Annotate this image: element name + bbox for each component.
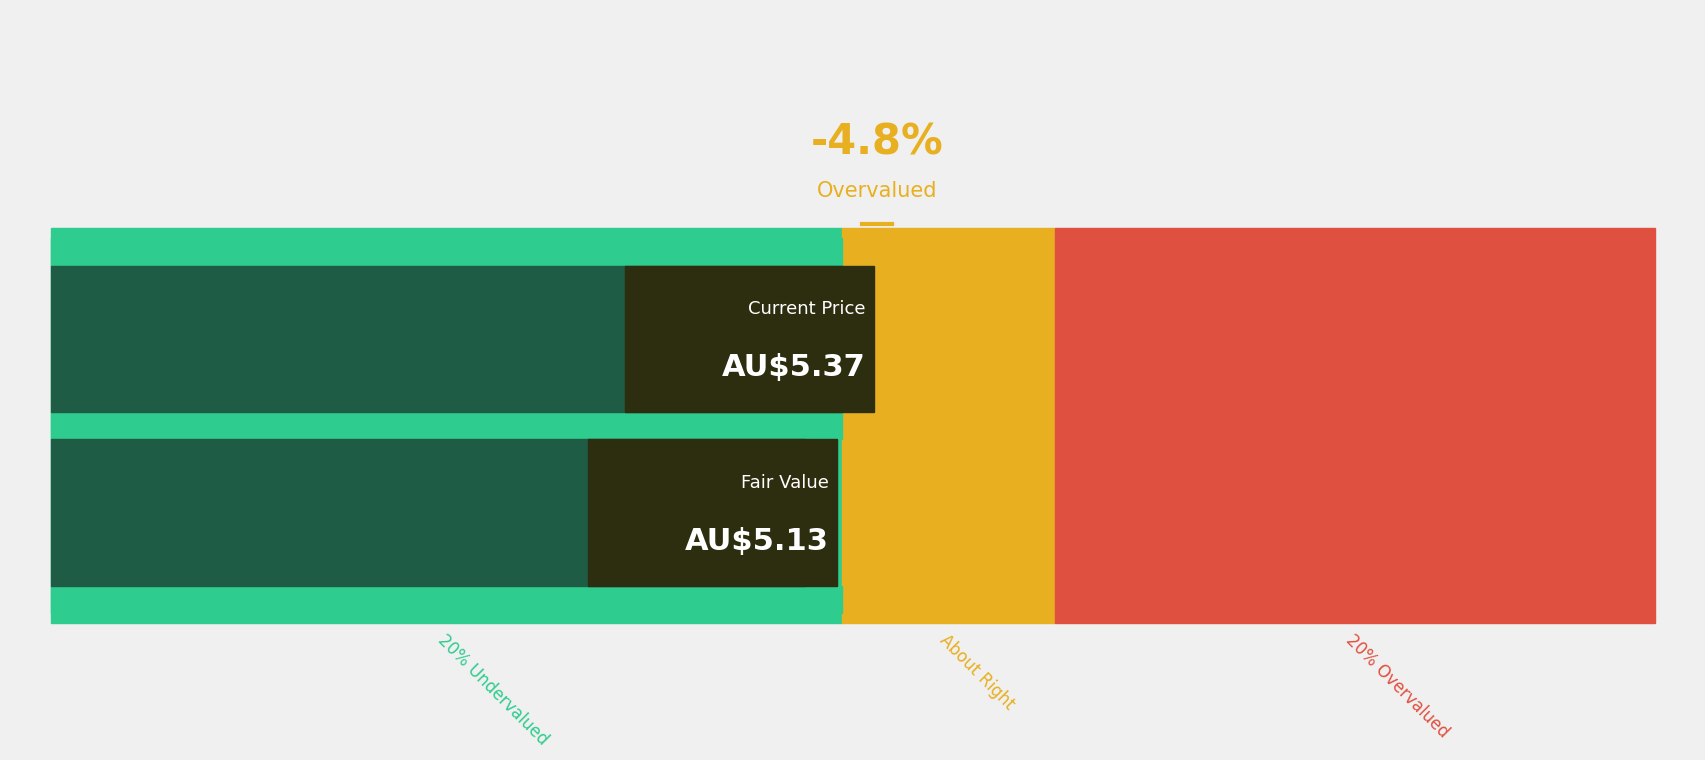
Text: About Right: About Right bbox=[934, 631, 1018, 713]
Text: Current Price: Current Price bbox=[748, 300, 866, 318]
Bar bbox=[1054, 228, 1654, 623]
Bar bbox=[51, 412, 841, 439]
Bar bbox=[51, 439, 805, 586]
Bar bbox=[841, 228, 1054, 623]
Text: AU$5.37: AU$5.37 bbox=[721, 353, 866, 382]
Bar bbox=[51, 238, 841, 265]
Text: Fair Value: Fair Value bbox=[740, 474, 829, 492]
Text: 20% Undervalued: 20% Undervalued bbox=[433, 631, 551, 749]
Bar bbox=[51, 586, 841, 613]
Text: AU$5.13: AU$5.13 bbox=[685, 527, 829, 556]
Bar bbox=[51, 265, 841, 412]
Text: -4.8%: -4.8% bbox=[810, 122, 943, 163]
Bar bbox=[51, 228, 841, 623]
Bar bbox=[626, 265, 873, 412]
Bar bbox=[588, 439, 837, 586]
Text: Overvalued: Overvalued bbox=[817, 182, 936, 201]
Text: 20% Overvalued: 20% Overvalued bbox=[1342, 631, 1451, 741]
